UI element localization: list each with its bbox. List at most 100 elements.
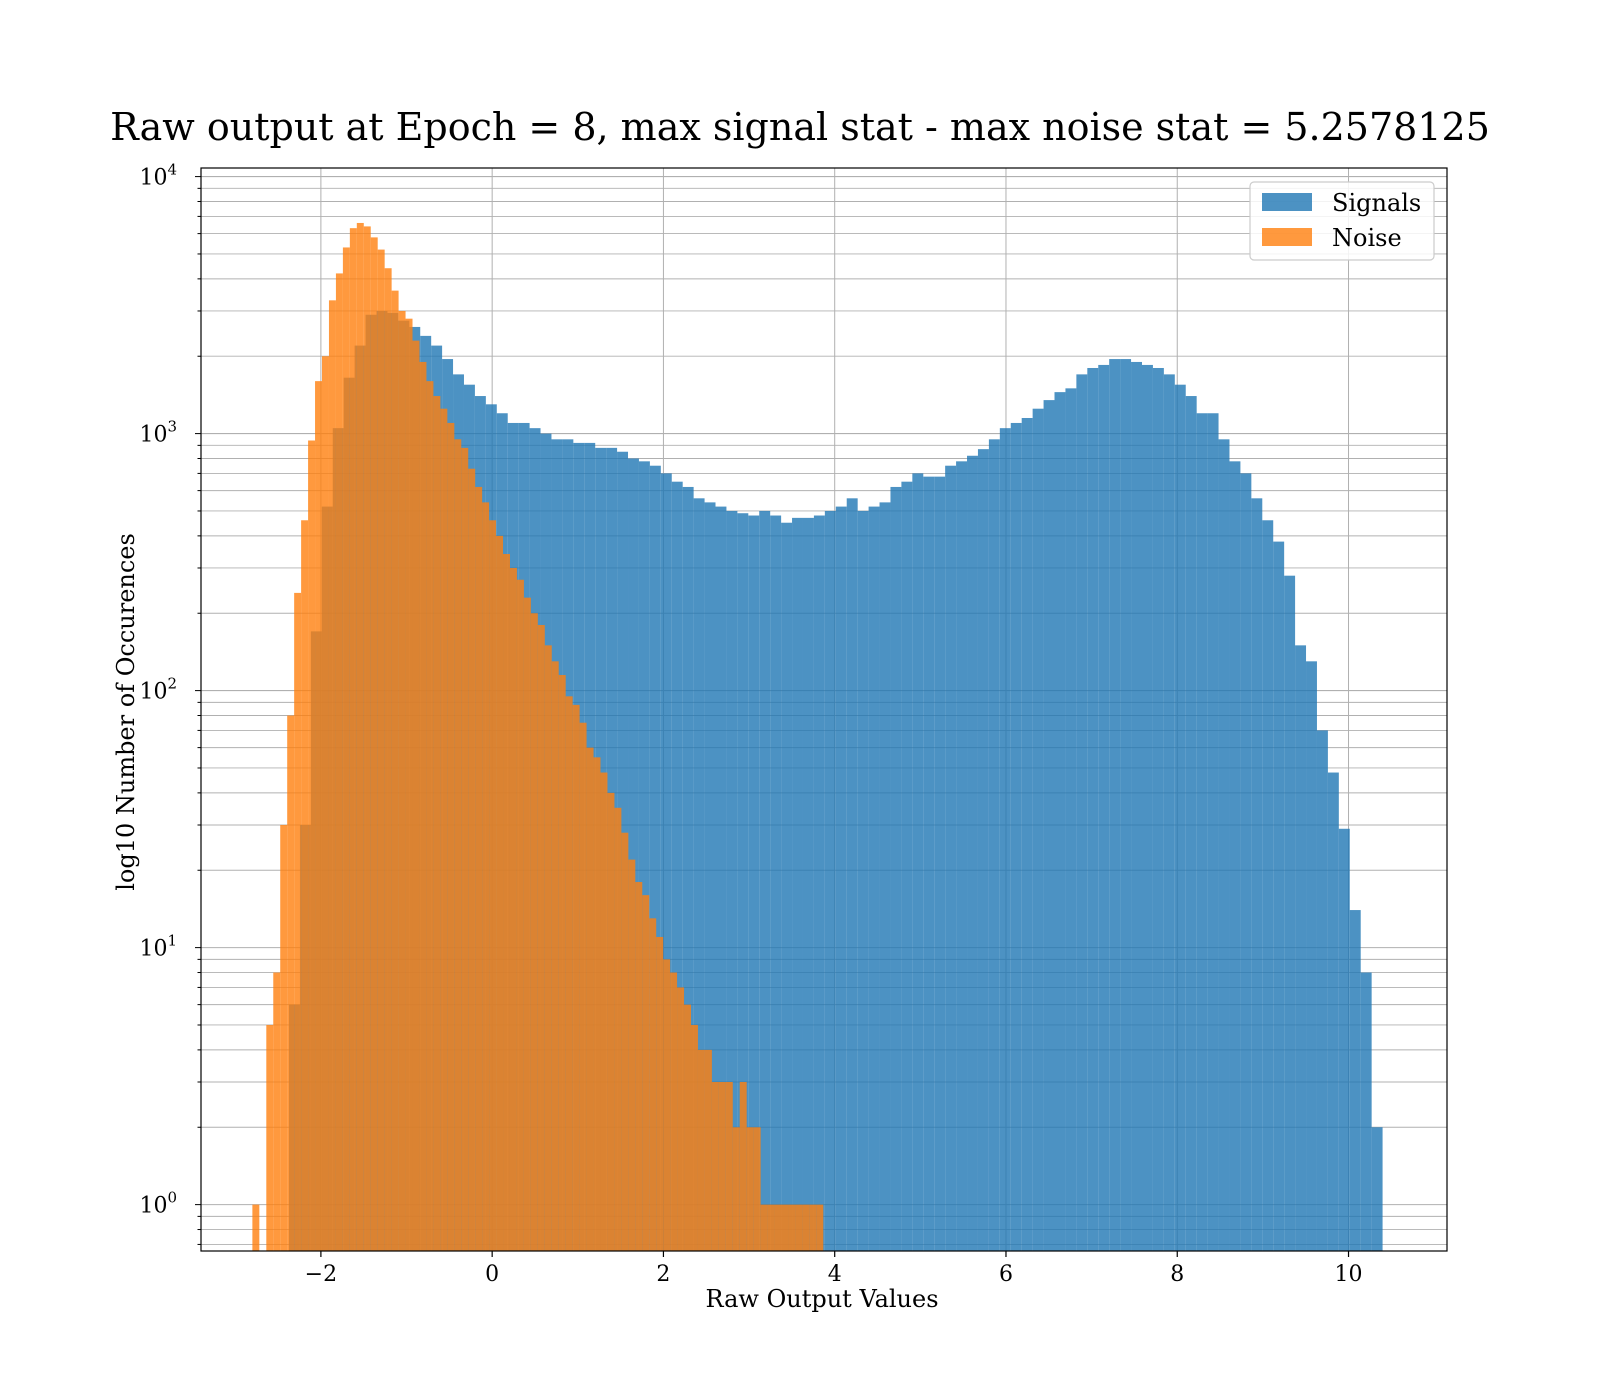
histogram-bar (496, 535, 504, 1251)
histogram-bar (363, 226, 371, 1251)
histogram-bar (544, 645, 552, 1251)
histogram-bar (342, 247, 350, 1251)
histogram-bar (1163, 374, 1175, 1251)
x-tick-label: 0 (485, 1262, 499, 1287)
histogram-bar (315, 381, 323, 1251)
histogram-bar (649, 465, 661, 1251)
histogram-bar (901, 481, 913, 1252)
histogram-bar (433, 396, 441, 1251)
x-tick-label: −2 (305, 1262, 337, 1287)
histogram-bar (1327, 772, 1339, 1251)
histogram-bar (565, 696, 573, 1251)
histogram-bar (322, 356, 329, 1251)
histogram-bar (398, 310, 406, 1251)
histogram-bar (816, 1204, 824, 1251)
histogram-bar (600, 772, 608, 1251)
histogram-bar (663, 959, 671, 1251)
histogram-bar (1032, 408, 1044, 1251)
histogram-bar (767, 1204, 775, 1251)
histogram-bar (813, 515, 825, 1251)
histogram-bar (447, 422, 455, 1251)
histogram-bar (1371, 1127, 1383, 1251)
histogram-bar (746, 1127, 754, 1251)
histogram-bar (726, 510, 738, 1251)
histogram-bar (391, 290, 399, 1251)
histogram-bar (642, 895, 650, 1251)
histogram-bar (280, 824, 288, 1251)
histogram-bar (945, 465, 957, 1251)
histogram-bar (537, 624, 545, 1251)
histogram-bar (1306, 661, 1317, 1251)
histogram-bar (795, 1204, 803, 1251)
histogram-bar (802, 1204, 810, 1251)
histogram-bar (1141, 364, 1153, 1251)
histogram-bar (335, 273, 343, 1251)
legend-label-signals: Signals (1332, 189, 1421, 217)
histogram-bar (809, 1204, 817, 1251)
histogram-bar (1098, 364, 1110, 1251)
histogram-bar (725, 1081, 733, 1251)
histogram-bar (732, 1127, 740, 1251)
histogram-bar (1218, 439, 1230, 1251)
histogram-bar (1109, 359, 1121, 1251)
histogram-bar (530, 613, 538, 1251)
histogram-bar (792, 517, 803, 1251)
y-tick-label: 102 (139, 675, 177, 705)
legend-label-noise: Noise (1332, 224, 1402, 252)
histogram-bar (607, 792, 615, 1251)
histogram-bar (1207, 413, 1219, 1251)
histogram-bar (558, 675, 566, 1251)
histogram-bar (328, 300, 336, 1252)
histogram-bar (628, 458, 639, 1251)
histogram-bar (356, 222, 364, 1252)
histogram-bar (649, 918, 657, 1251)
legend: Signals Noise (1249, 181, 1435, 261)
histogram-bar (1338, 828, 1350, 1251)
histogram-bar (711, 1081, 719, 1251)
histogram-bar (1240, 473, 1252, 1251)
histogram-bar (704, 502, 716, 1251)
histogram-bar (412, 340, 420, 1251)
x-tick-label: 8 (1170, 1262, 1184, 1287)
chart-title: Raw output at Epoch = 8, max signal stat… (110, 105, 1490, 149)
histogram-bar (461, 447, 469, 1252)
histogram-bar (788, 1204, 796, 1251)
histogram-bar (923, 476, 935, 1251)
histogram-bar (635, 882, 643, 1251)
histogram-bar (912, 473, 924, 1251)
histogram-bar (656, 936, 664, 1251)
histogram-bar (781, 1204, 789, 1251)
histogram-bar (468, 468, 476, 1251)
histogram-bar (670, 972, 678, 1251)
histogram-bar (999, 428, 1011, 1251)
y-axis-ticks: 100 101 102 103 104 (139, 161, 201, 1245)
histogram-bar (638, 461, 650, 1251)
histogram-bar (1273, 541, 1285, 1251)
histogram-bar (1076, 374, 1088, 1251)
histogram-bar (301, 520, 309, 1251)
histogram-bar (1185, 396, 1197, 1251)
histogram-bar (934, 476, 946, 1251)
y-tick-label: 104 (139, 161, 177, 191)
histogram-bar (770, 515, 782, 1251)
histogram-bar (1043, 400, 1055, 1251)
histogram-bar (846, 498, 858, 1251)
x-axis-ticks: −2 0 2 4 6 8 10 (305, 1251, 1363, 1287)
series-noise (252, 222, 824, 1252)
x-tick-label: 10 (1335, 1262, 1363, 1287)
histogram-bar (503, 554, 510, 1251)
histogram-bar (377, 249, 385, 1251)
histogram-bar (1021, 417, 1033, 1251)
histogram-bar (781, 522, 793, 1251)
histogram-bar (1196, 413, 1208, 1251)
plot-frame (200, 167, 1448, 1252)
histogram-bar (677, 987, 685, 1251)
histogram-bar (690, 1024, 698, 1251)
histogram-bar (704, 1049, 712, 1251)
histogram-bar (868, 506, 880, 1251)
histogram-bar (523, 597, 531, 1251)
histogram-bar (697, 1049, 705, 1251)
y-tick-label: 103 (139, 418, 177, 448)
